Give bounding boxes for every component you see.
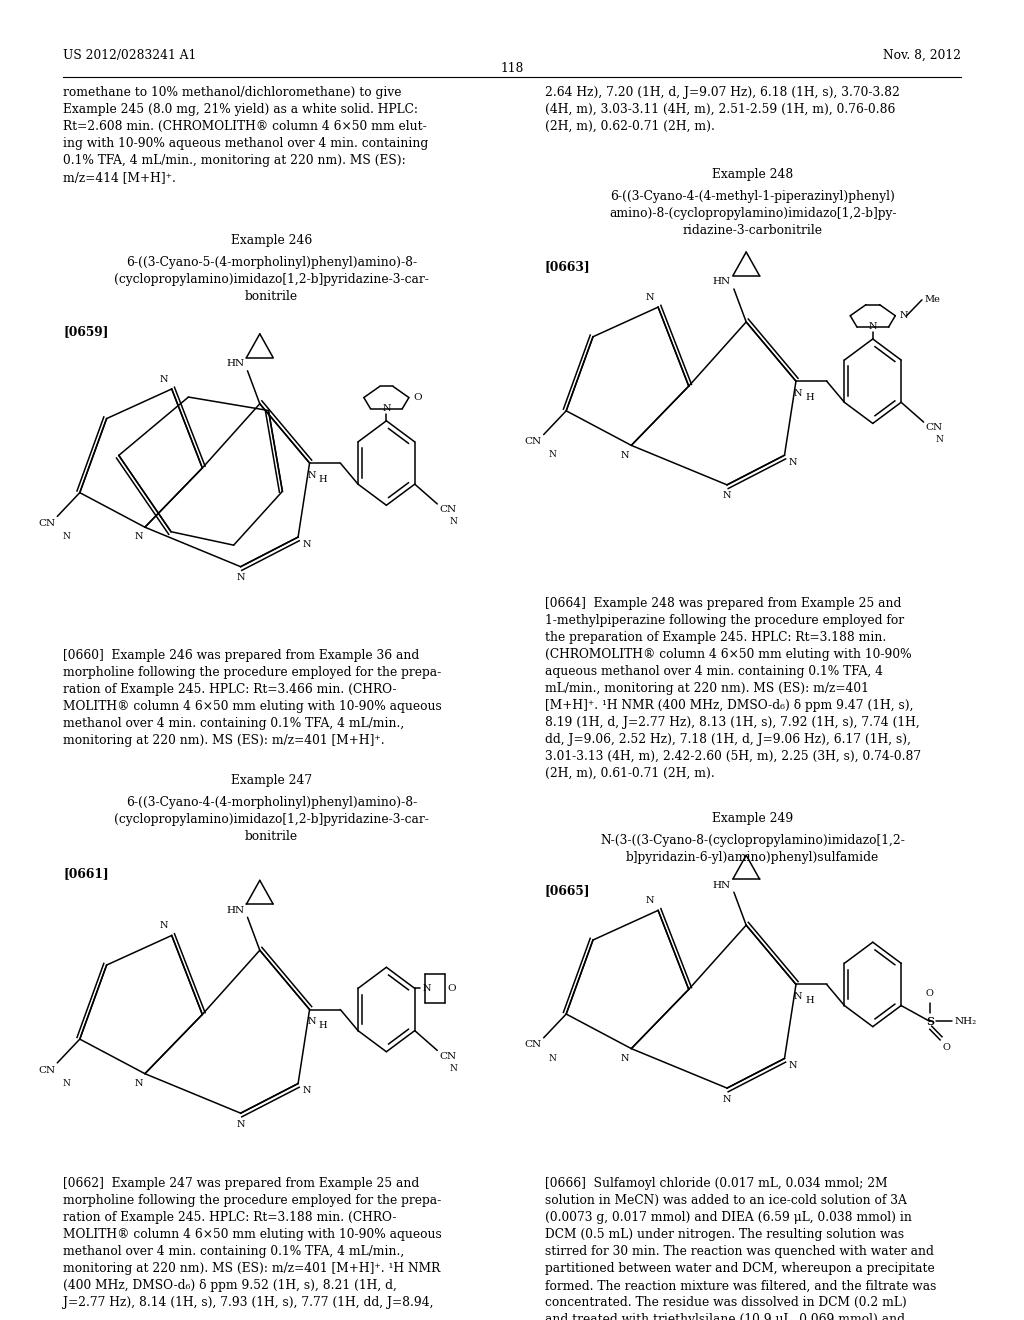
Text: O: O (413, 393, 422, 403)
Text: 6-((3-Cyano-5-(4-morpholinyl)phenyl)amino)-8-
(cyclopropylamino)imidazo[1,2-b]py: 6-((3-Cyano-5-(4-morpholinyl)phenyl)amin… (114, 256, 429, 304)
Text: N: N (899, 312, 908, 321)
Text: N: N (621, 450, 629, 459)
Text: N: N (723, 491, 731, 500)
Text: N: N (788, 458, 797, 467)
Text: H: H (805, 393, 814, 403)
Text: Nov. 8, 2012: Nov. 8, 2012 (883, 49, 961, 62)
Text: 6-((3-Cyano-4-(4-morpholinyl)phenyl)amino)-8-
(cyclopropylamino)imidazo[1,2-b]py: 6-((3-Cyano-4-(4-morpholinyl)phenyl)amin… (114, 796, 429, 843)
Text: CN: CN (38, 519, 55, 528)
Text: N: N (237, 1119, 245, 1129)
Text: Example 246: Example 246 (230, 234, 312, 247)
Text: 2.64 Hz), 7.20 (1H, d, J=9.07 Hz), 6.18 (1H, s), 3.70-3.82
(4H, m), 3.03-3.11 (4: 2.64 Hz), 7.20 (1H, d, J=9.07 Hz), 6.18 … (545, 86, 900, 133)
Text: [0665]: [0665] (545, 884, 590, 898)
Text: N: N (302, 1086, 310, 1096)
Text: US 2012/0283241 A1: US 2012/0283241 A1 (63, 49, 197, 62)
Text: N: N (159, 375, 168, 384)
Text: N: N (62, 1078, 71, 1088)
Text: N: N (549, 1053, 557, 1063)
Text: H: H (805, 997, 814, 1006)
Text: N: N (382, 404, 390, 413)
Text: O: O (447, 983, 456, 993)
Text: N: N (134, 532, 142, 541)
Text: N: N (868, 322, 877, 331)
Text: N: N (307, 1018, 315, 1027)
Text: [0661]: [0661] (63, 867, 110, 880)
Text: N: N (645, 293, 654, 302)
Text: Example 249: Example 249 (712, 812, 794, 825)
Text: H: H (318, 475, 328, 484)
Text: Example 247: Example 247 (230, 774, 312, 787)
Text: Me: Me (924, 296, 940, 305)
Text: CN: CN (439, 1052, 457, 1061)
Text: [0664]  Example 248 was prepared from Example 25 and
1-methylpiperazine followin: [0664] Example 248 was prepared from Exa… (545, 597, 921, 780)
Text: CN: CN (524, 437, 542, 446)
Text: CN: CN (926, 424, 943, 433)
Text: N: N (788, 1061, 797, 1071)
Text: N: N (302, 540, 310, 549)
Text: Example 248: Example 248 (712, 168, 794, 181)
Text: N: N (450, 517, 458, 527)
Text: [0660]  Example 246 was prepared from Example 36 and
morpholine following the pr: [0660] Example 246 was prepared from Exa… (63, 649, 442, 747)
Text: N: N (723, 1094, 731, 1104)
Text: S: S (926, 1016, 934, 1027)
Text: O: O (942, 1043, 950, 1052)
Text: N-(3-((3-Cyano-8-(cyclopropylamino)imidazo[1,2-
b]pyridazin-6-yl)amino)phenyl)su: N-(3-((3-Cyano-8-(cyclopropylamino)imida… (600, 834, 905, 865)
Text: N: N (134, 1078, 142, 1088)
Text: O: O (926, 989, 934, 998)
Text: CN: CN (439, 506, 457, 515)
Text: N: N (423, 983, 431, 993)
Text: CN: CN (38, 1065, 55, 1074)
Text: [0666]  Sulfamoyl chloride (0.017 mL, 0.034 mmol; 2M
solution in MeCN) was added: [0666] Sulfamoyl chloride (0.017 mL, 0.0… (545, 1177, 936, 1320)
Text: N: N (936, 436, 944, 445)
Text: [0663]: [0663] (545, 260, 591, 273)
Text: [0662]  Example 247 was prepared from Example 25 and
morpholine following the pr: [0662] Example 247 was prepared from Exa… (63, 1177, 442, 1309)
Text: N: N (450, 1064, 458, 1073)
Text: 6-((3-Cyano-4-(4-methyl-1-piperazinyl)phenyl)
amino)-8-(cyclopropylamino)imidazo: 6-((3-Cyano-4-(4-methyl-1-piperazinyl)ph… (609, 190, 896, 238)
Text: N: N (621, 1053, 629, 1063)
Text: [0659]: [0659] (63, 325, 109, 338)
Text: N: N (159, 921, 168, 931)
Text: N: N (62, 532, 71, 541)
Text: romethane to 10% methanol/dichloromethane) to give
Example 245 (8.0 mg, 21% yiel: romethane to 10% methanol/dichloromethan… (63, 86, 429, 183)
Text: N: N (237, 573, 245, 582)
Text: N: N (794, 993, 802, 1002)
Text: HN: HN (226, 906, 245, 915)
Text: HN: HN (713, 277, 731, 286)
Text: HN: HN (226, 359, 245, 368)
Text: NH₂: NH₂ (954, 1016, 977, 1026)
Text: N: N (549, 450, 557, 459)
Text: HN: HN (713, 880, 731, 890)
Text: N: N (645, 896, 654, 906)
Text: N: N (794, 389, 802, 399)
Text: H: H (318, 1022, 328, 1031)
Text: CN: CN (524, 1040, 542, 1049)
Text: N: N (307, 471, 315, 480)
Text: 118: 118 (501, 62, 523, 75)
